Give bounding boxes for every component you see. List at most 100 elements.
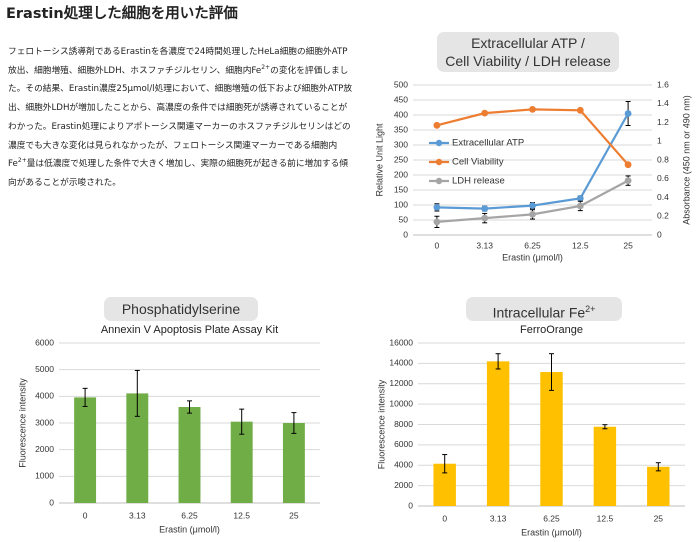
- ps-y-tick-label: 6000: [35, 337, 54, 347]
- description-text: フェロトーシス誘導剤であるErastinを各濃度で24時間処理したHeLa細胞の…: [8, 43, 360, 193]
- atp-y2-axis-label: Absorbance (450 nm or 490 nm): [681, 95, 691, 225]
- atp-y2-tick-label: 1.6: [657, 79, 669, 89]
- fe-y-tick-label: 6000: [394, 439, 413, 449]
- atp-y2-tick-label: 0: [657, 229, 662, 239]
- atp-y-tick-label: 200: [394, 169, 408, 179]
- fe-bar: [593, 426, 617, 506]
- ps-chart-title-pill: Phosphatidylserine: [104, 297, 258, 321]
- description-line: た。その結果、Erastin濃度25μmol/l処理において、細胞増殖の低下およ…: [8, 84, 353, 95]
- ps-y-tick-label: 5000: [35, 364, 54, 374]
- ps-bar: [126, 393, 149, 503]
- ldh-release-point: [624, 177, 632, 185]
- atp-y-tick-label: 300: [394, 139, 408, 149]
- ps-bar: [282, 423, 305, 503]
- fe-chart-title: Intracellular Fe: [492, 304, 586, 321]
- atp-y2-tick-label: 0.8: [657, 154, 669, 164]
- atp-y2-tick-label: 1.2: [657, 117, 669, 127]
- atp-y-tick-label: 450: [394, 94, 408, 104]
- fe-bar: [540, 372, 563, 506]
- ps-chart-title: Phosphatidylserine: [121, 301, 241, 317]
- atp-y2-tick-label: 0.6: [657, 173, 669, 183]
- atp-chart-title-line2: Cell Viability / LDH release: [445, 53, 611, 69]
- extracellular-atp-point: [433, 204, 441, 211]
- atp-x-tick-label: 0: [435, 240, 440, 250]
- atp-y-tick-label: 350: [394, 124, 408, 134]
- description-line: 向があることが示唆された。: [8, 177, 121, 188]
- fe-y-tick-label: 12000: [389, 378, 413, 388]
- atp-x-tick-label: 6.25: [524, 240, 541, 250]
- atp-y-tick-label: 100: [394, 199, 408, 209]
- description-line: の変化を評価しまし: [270, 65, 349, 76]
- atp-chart-title-pill: Extracellular ATP / Cell Viability / LDH…: [437, 32, 619, 72]
- ldh-release-point: [433, 218, 441, 226]
- fe-y-tick-label: 14000: [389, 358, 413, 368]
- fe-subtitle: FerroOrange: [520, 324, 583, 336]
- fe-bar: [647, 466, 670, 506]
- atp-y-tick-label: 50: [399, 214, 409, 224]
- cell-viability-legend-marker: [435, 158, 443, 166]
- fe-y-tick-label: 4000: [394, 460, 413, 470]
- description-line: わかった。Erastin処理によりアポトーシス関連マーカーのホスファチジルセリン…: [8, 121, 351, 132]
- fe-chart-title-superscript: 2+: [585, 304, 596, 314]
- ps-subtitle: Annexin V Apoptosis Plate Assay Kit: [101, 324, 278, 336]
- ps-x-tick-label: 25: [289, 510, 299, 520]
- ps-y-tick-label: 1000: [35, 471, 54, 481]
- superscript: 2+: [261, 63, 271, 71]
- fe-y-tick-label: 16000: [389, 337, 413, 347]
- description-line: 濃度でも大きな変化は見られなかったが、フェロトーシス関連マーカーである細胞内: [8, 140, 338, 151]
- ldh-release-point: [529, 210, 536, 218]
- fe-y-tick-label: 2000: [394, 480, 413, 490]
- fe-x-axis-label: Erastin (μmol/l): [521, 527, 582, 537]
- ps-bar: [178, 407, 201, 503]
- atp-y2-tick-label: 0.2: [657, 211, 669, 221]
- cell-viability-point: [433, 121, 441, 129]
- ps-y-tick-label: 3000: [35, 417, 54, 427]
- extracellular-atp-legend-marker: [435, 139, 443, 147]
- cell-viability-legend-label: Cell Viability: [452, 157, 504, 168]
- fe-bar: [433, 463, 456, 506]
- extracellular-atp-point: [481, 205, 489, 213]
- ldh-release-legend-marker: [435, 177, 443, 185]
- atp-chart-title-line1: Extracellular ATP /: [471, 35, 585, 51]
- fe-x-tick-label: 12.5: [597, 513, 614, 523]
- description-line: 出、細胞外LDHが増加したことから、高濃度の条件では細胞死が誘導されていることが: [8, 103, 348, 114]
- atp-y2-tick-label: 1.4: [657, 98, 669, 108]
- ps-y-tick-label: 4000: [35, 391, 54, 401]
- atp-x-tick-label: 12.5: [572, 240, 589, 250]
- cell-viability-point: [481, 109, 489, 117]
- description-line: Fe: [8, 159, 18, 170]
- ps-bar: [74, 397, 97, 503]
- ps-x-tick-label: 12.5: [233, 510, 250, 520]
- fe-x-tick-label: 25: [654, 513, 664, 523]
- atp-x-tick-label: 25: [623, 240, 633, 250]
- extracellular-atp-legend-label: Extracellular ATP: [452, 138, 524, 149]
- atp-y2-tick-label: 1: [657, 136, 662, 146]
- atp-y-tick-label: 0: [403, 229, 408, 239]
- description-line: 放出、細胞増殖、細胞外LDH、ホスファチジルセリン、細胞内Fe: [8, 65, 262, 76]
- ldh-release-point: [576, 202, 584, 210]
- atp-x-axis-label: Erastin (μmol/l): [502, 252, 563, 262]
- cell-viability-point: [529, 105, 536, 113]
- atp-y-tick-label: 400: [394, 109, 408, 119]
- fe-x-tick-label: 6.25: [543, 513, 560, 523]
- cell-viability-point: [576, 106, 584, 114]
- atp-y-tick-label: 250: [394, 154, 408, 164]
- ldh-release-point: [481, 214, 489, 222]
- fe-bar: [486, 361, 510, 506]
- ps-bar: [230, 421, 253, 503]
- atp-x-tick-label: 3.13: [476, 240, 493, 250]
- cell-viability-point: [624, 161, 632, 169]
- ldh-release-legend-label: LDH release: [452, 176, 505, 187]
- fe-y-tick-label: 0: [408, 500, 413, 510]
- ps-y-tick-label: 0: [49, 497, 54, 507]
- ps-y-axis-label: Fluorescence intensity: [17, 378, 27, 468]
- ps-y-tick-label: 2000: [35, 444, 54, 454]
- fe-y-axis-label: Fluorescence intensity: [376, 379, 386, 469]
- superscript: 2+: [17, 157, 27, 165]
- ps-x-tick-label: 6.25: [181, 510, 198, 520]
- fe-y-tick-label: 10000: [389, 398, 413, 408]
- extracellular-atp-point: [624, 110, 632, 117]
- extracellular-atp-point: [529, 202, 536, 210]
- atp-y2-tick-label: 0.4: [657, 192, 669, 202]
